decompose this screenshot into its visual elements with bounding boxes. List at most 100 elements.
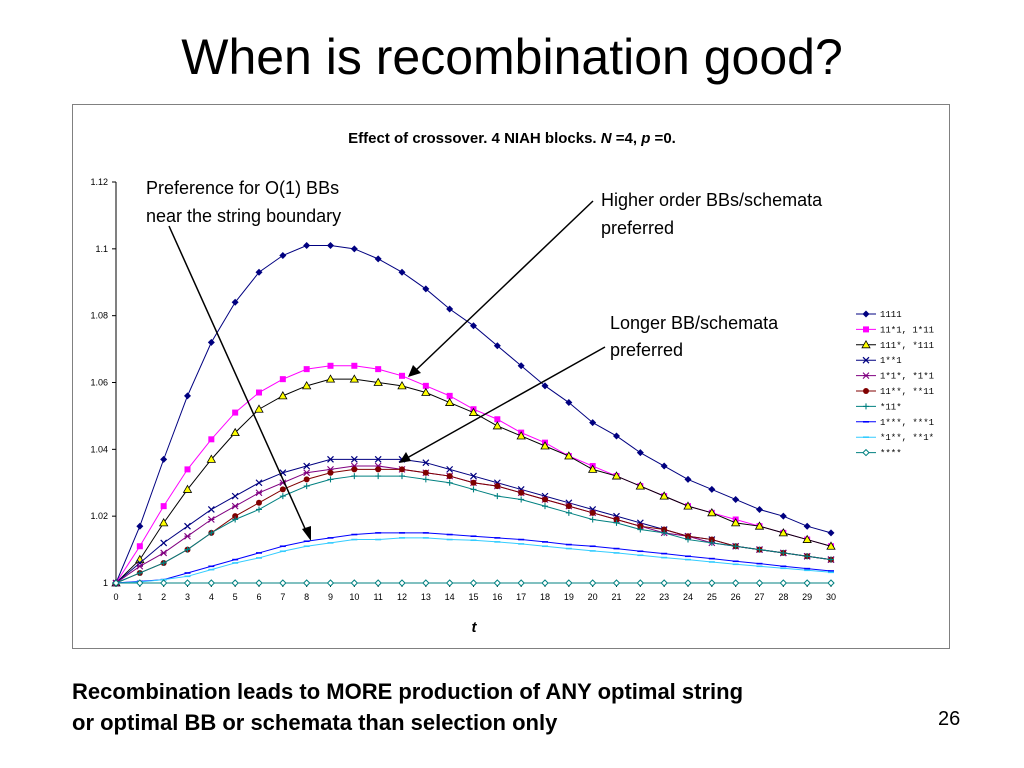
data-point (136, 522, 144, 530)
x-tick-label: 9 (328, 592, 333, 602)
data-point (517, 362, 525, 370)
legend: 1111 11*1, 1*11 111*, *111 1**1 1*1*, *1*1 11… (856, 310, 934, 459)
data-point (756, 546, 763, 553)
data-point (232, 409, 239, 416)
legend-item: 11*1, 1*11 (856, 325, 934, 335)
data-point (470, 479, 477, 486)
data-point (660, 462, 668, 470)
data-point (208, 529, 215, 536)
data-point (422, 476, 429, 483)
data-point (803, 522, 811, 530)
data-point (255, 268, 263, 276)
data-point (732, 495, 740, 503)
data-point (708, 579, 716, 587)
data-point (541, 579, 549, 587)
caption-line-1: Recombination leads to MORE production o… (72, 679, 744, 704)
legend-item: 1**1 (856, 356, 902, 366)
data-point (399, 372, 405, 379)
data-point (708, 485, 716, 493)
x-tick-label: 2 (161, 592, 166, 602)
series-1 (113, 362, 834, 586)
x-tick-label: 29 (802, 592, 812, 602)
data-point (208, 436, 215, 443)
data-point (278, 391, 288, 400)
data-point (565, 579, 573, 587)
caption-line-2: or optimal BB or schemata than selection… (72, 710, 558, 735)
legend-item: 1***, ***1 (856, 418, 934, 428)
axes: 11.021.041.061.081.11.120 1 2 3 4 5 6 7 8 9 10 11 12… (90, 177, 836, 602)
data-point (470, 486, 477, 493)
y-tick-label: 1.1 (95, 244, 108, 254)
data-point (494, 493, 501, 500)
data-point (160, 455, 168, 463)
data-point (327, 469, 334, 476)
data-point (732, 543, 739, 550)
data-point (862, 448, 870, 457)
data-point (375, 473, 382, 480)
data-point (207, 338, 215, 346)
arrow-upper-right (414, 200, 594, 372)
data-point (136, 579, 144, 587)
data-point (255, 479, 263, 487)
data-point (613, 519, 620, 526)
series-0 (112, 241, 835, 587)
data-point (327, 476, 334, 483)
data-point (564, 451, 574, 460)
data-point (160, 559, 167, 566)
arrow-middle-right-head (399, 452, 411, 463)
arrow-upper-right-head (408, 365, 421, 377)
data-point (374, 579, 382, 587)
data-point (828, 556, 834, 563)
y-tick-label: 1.12 (90, 177, 108, 187)
legend-label: 11**, **11 (880, 387, 934, 397)
data-point (493, 342, 501, 350)
data-point (861, 339, 871, 349)
legend-label: 1**1 (880, 356, 902, 366)
legend-label: 1***, ***1 (880, 418, 934, 428)
data-point (279, 493, 286, 500)
data-point (612, 579, 621, 587)
x-tick-label: 7 (280, 592, 285, 602)
data-point (863, 403, 869, 410)
data-point (422, 459, 430, 467)
data-point (826, 541, 836, 550)
data-point (136, 562, 144, 570)
data-point (207, 506, 215, 513)
data-point (256, 499, 262, 506)
data-point (231, 579, 239, 587)
data-point (302, 579, 311, 587)
x-tick-label: 12 (397, 592, 407, 602)
data-point (516, 431, 526, 440)
x-tick-label: 27 (754, 592, 764, 602)
y-tick-label: 1.06 (90, 378, 108, 388)
data-point (184, 522, 191, 530)
arrow-left-head (302, 526, 311, 541)
data-point (207, 579, 216, 587)
x-tick-label: 18 (540, 592, 550, 602)
data-point (635, 481, 646, 490)
data-point (327, 362, 334, 369)
annotation-middle-right-line1: Longer BB/schemata (610, 313, 779, 333)
x-axis-label: t (472, 619, 478, 636)
data-point (303, 476, 310, 483)
x-tick-label: 13 (421, 592, 431, 602)
x-tick-label: 21 (611, 592, 621, 602)
annotation-middle-right-line2: preferred (610, 340, 683, 360)
data-point (421, 387, 431, 396)
data-point (862, 372, 870, 379)
data-point (232, 513, 239, 520)
x-tick-label: 5 (233, 592, 238, 602)
data-point (444, 397, 455, 406)
annotation-upper-right-line2: preferred (601, 218, 674, 238)
legend-label: **** (880, 449, 902, 459)
chart-title-part-4: p (640, 130, 650, 147)
legend-label: *1**, **1* (880, 433, 934, 443)
data-point (468, 407, 479, 416)
series-line (115, 458, 832, 584)
data-point (862, 310, 870, 318)
data-point (375, 466, 382, 473)
data-point (326, 579, 335, 587)
data-point (231, 298, 239, 306)
data-point (778, 528, 789, 537)
x-tick-label: 20 (588, 592, 598, 602)
